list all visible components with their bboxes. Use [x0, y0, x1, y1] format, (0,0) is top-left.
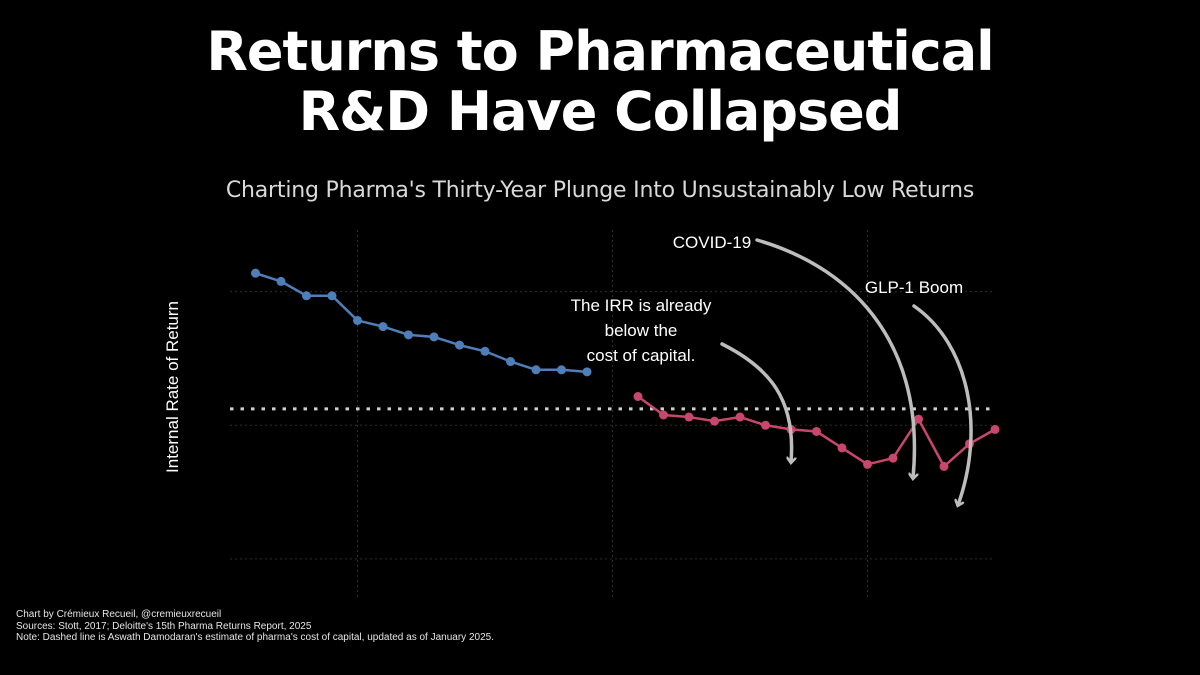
data-point: [353, 315, 362, 325]
data-point: [480, 346, 490, 356]
data-point: [276, 276, 286, 286]
data-point: [633, 392, 643, 401]
data-point: [990, 424, 1000, 434]
annotation-line: cost of capital.: [587, 346, 696, 365]
annotation-line: GLP-1 Boom: [865, 278, 963, 297]
data-point: [557, 365, 566, 375]
data-point: [378, 322, 388, 332]
y-axis-label: Internal Rate of Return: [163, 301, 182, 473]
data-point: [888, 453, 898, 463]
data-point: [429, 332, 439, 342]
data-point: [404, 330, 413, 340]
annotation-label-1: COVID-19: [673, 233, 751, 252]
data-point: [939, 461, 949, 471]
data-point: [684, 412, 694, 422]
annotations: The IRR is already below the cost of capit…: [571, 233, 964, 365]
credit-note: Note: Dashed line is Aswath Damodaran's …: [16, 632, 494, 643]
series-line-0: [255, 271, 588, 374]
data-point: [863, 459, 872, 469]
annotation-arrow-2: [912, 304, 973, 505]
data-point: [251, 268, 260, 278]
data-point: [582, 367, 592, 377]
data-point: [837, 443, 847, 453]
data-point: [914, 414, 923, 424]
chart-subtitle: Charting Pharma's Thirty-Year Plunge Int…: [225, 178, 975, 203]
credit-sources: Sources: Stott, 2017; Deloitte's 15th Ph…: [16, 620, 312, 632]
annotation-line: COVID-19: [673, 233, 751, 252]
annotation-arrow-1: [755, 238, 914, 478]
data-point: [812, 426, 821, 436]
title-line-1: Returns to Pharmaceutical: [206, 20, 994, 83]
data-point: [531, 365, 541, 375]
annotation-line: below the: [605, 321, 678, 340]
data-point: [659, 410, 668, 420]
data-point: [710, 416, 719, 426]
annotation-label-0: The IRR is already below the cost of capit…: [571, 296, 712, 365]
annotation-arrow-0: [720, 342, 792, 462]
annotation-line: The IRR is already: [571, 296, 712, 315]
title-line-2: R&D Have Collapsed: [298, 80, 903, 143]
annotation-label-2: GLP-1 Boom: [865, 278, 963, 297]
credit-author: Chart by Crémieux Recueil, @cremieuxrecu…: [16, 609, 222, 620]
annotation-arrows: [720, 238, 973, 505]
data-point: [327, 291, 337, 301]
chart-grid: [230, 230, 995, 600]
data-point: [506, 357, 515, 367]
chart-title: Returns to Pharmaceutical R&D Have Colla…: [0, 22, 1200, 142]
data-point: [302, 291, 311, 301]
data-point: [455, 340, 464, 350]
data-point: [735, 412, 745, 422]
data-point: [761, 420, 770, 430]
credits-block: Chart by Crémieux Recueil, @cremieuxrecu…: [16, 609, 494, 644]
